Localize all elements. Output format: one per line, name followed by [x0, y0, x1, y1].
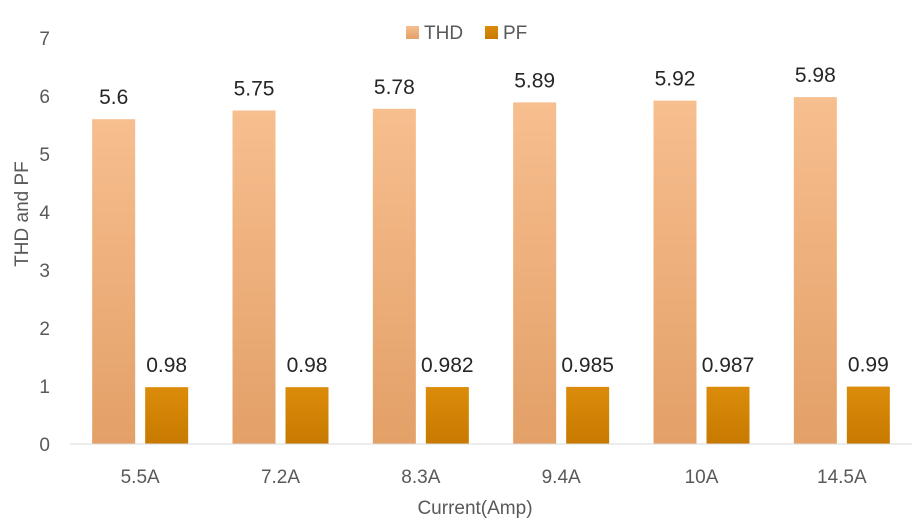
data-label-pf: 0.987 — [702, 354, 755, 377]
data-label-pf: 0.98 — [287, 354, 328, 377]
y-axis-title: THD and PF — [12, 161, 33, 267]
data-label-pf: 0.982 — [421, 354, 474, 377]
data-label-thd: 5.78 — [374, 76, 415, 99]
data-label-pf: 0.99 — [848, 354, 889, 377]
y-tick-label: 7 — [39, 29, 50, 50]
data-label-thd: 5.6 — [99, 86, 128, 109]
data-label-pf: 0.98 — [146, 354, 187, 377]
bar-pf — [145, 387, 189, 444]
x-tick-label: 7.2A — [261, 467, 300, 488]
x-tick-label: 9.4A — [542, 467, 581, 488]
y-tick-label: 0 — [39, 435, 50, 456]
bar-thd — [513, 102, 557, 444]
x-axis-ticks: 5.5A 7.2A 8.3A 9.4A 10A 14.5A — [121, 467, 867, 488]
y-tick-label: 4 — [39, 203, 50, 224]
legend-swatch-thd — [406, 26, 419, 39]
bar-pf — [285, 387, 329, 444]
y-tick-label: 2 — [39, 319, 50, 340]
bars — [92, 97, 890, 444]
legend-swatch-pf — [485, 26, 498, 39]
bar-pf — [706, 386, 750, 444]
bar-pf — [425, 387, 469, 444]
bar-thd — [232, 110, 276, 444]
y-tick-label: 6 — [39, 87, 50, 108]
data-label-thd: 5.89 — [514, 69, 555, 92]
bar-thd — [92, 119, 136, 444]
legend-label-thd: THD — [424, 23, 463, 44]
bar-pf — [566, 386, 610, 444]
y-tick-label: 3 — [39, 261, 50, 282]
data-label-thd: 5.92 — [655, 68, 696, 91]
data-label-thd: 5.75 — [234, 78, 275, 101]
x-tick-label: 10A — [685, 467, 719, 488]
data-labels: 5.6 0.98 5.75 0.98 5.78 0.982 5.89 0.985 5.92 0.9… — [99, 64, 889, 377]
legend-label-pf: PF — [503, 23, 527, 44]
data-label-thd: 5.98 — [795, 64, 836, 87]
bar-thd — [653, 100, 697, 444]
x-axis-title: Current(Amp) — [417, 498, 532, 519]
bar-thd — [372, 108, 416, 444]
x-tick-label: 5.5A — [121, 467, 160, 488]
y-tick-label: 5 — [39, 145, 50, 166]
y-axis-ticks: 0 1 2 3 4 5 6 7 — [39, 29, 50, 456]
legend: THD PF — [406, 23, 527, 44]
bar-thd — [793, 97, 837, 444]
y-tick-label: 1 — [39, 377, 50, 398]
x-tick-label: 8.3A — [401, 467, 440, 488]
x-tick-label: 14.5A — [817, 467, 867, 488]
data-label-pf: 0.985 — [561, 354, 614, 377]
bar-pf — [846, 386, 890, 444]
